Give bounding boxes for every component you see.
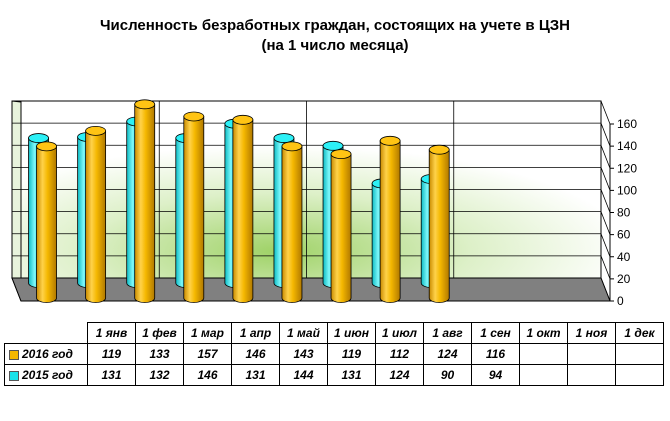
gridline-depth [600,189,611,213]
bar-2016-4 [183,111,205,303]
bar-2016-8 [379,135,401,303]
bar-2016-7 [330,149,352,303]
gridline-depth [600,145,611,169]
chart-subtitle: (на 1 число месяца) [261,37,409,54]
legend-label: 2016 год [22,347,73,361]
table-row: 2015 год 131 132 146 131 144 131 124 90 94 [4,364,664,386]
bar-2016-6 [281,141,303,303]
y-tick-label: 60 [617,228,631,242]
chart-title: Численность безработных граждан, состоящ… [99,17,571,34]
gridline-depth [600,255,611,280]
gridline-depth [600,100,611,125]
gridline-depth [600,233,611,257]
y-tick-label: 20 [617,272,631,286]
y-tick-label: 40 [617,250,631,264]
gridline-depth [600,167,611,191]
gridline-depth [600,122,611,147]
table-row: 2016 год 119 133 157 146 143 119 112 124 116 [4,343,664,365]
y-tick-label: 140 [617,139,637,153]
bar-2016-3 [134,99,156,303]
legend-label: 2015 год [22,368,73,382]
side-wall [11,100,22,302]
y-tick-label: 120 [617,161,637,175]
gridline-depth [600,211,611,235]
y-tick-label: 80 [617,206,631,220]
y-tick-label: 100 [617,183,637,197]
y-tick-label: 0 [617,294,624,308]
bar-2016-1 [36,141,57,303]
table-header-row: 1 янв 1 фев 1 мар 1 апр 1 май 1 июн 1 июл 1 авг… [5,322,664,344]
legend-key [9,370,19,381]
data-table: 1 янв 1 фев 1 мар 1 апр 1 май 1 июн 1 июл 1 авг… [4,322,664,386]
y-tick-label: 160 [617,117,637,131]
bar-2016-9 [428,144,450,303]
bar-2016-5 [232,114,254,303]
bar-2016-2 [85,125,107,303]
legend-key [9,349,19,360]
